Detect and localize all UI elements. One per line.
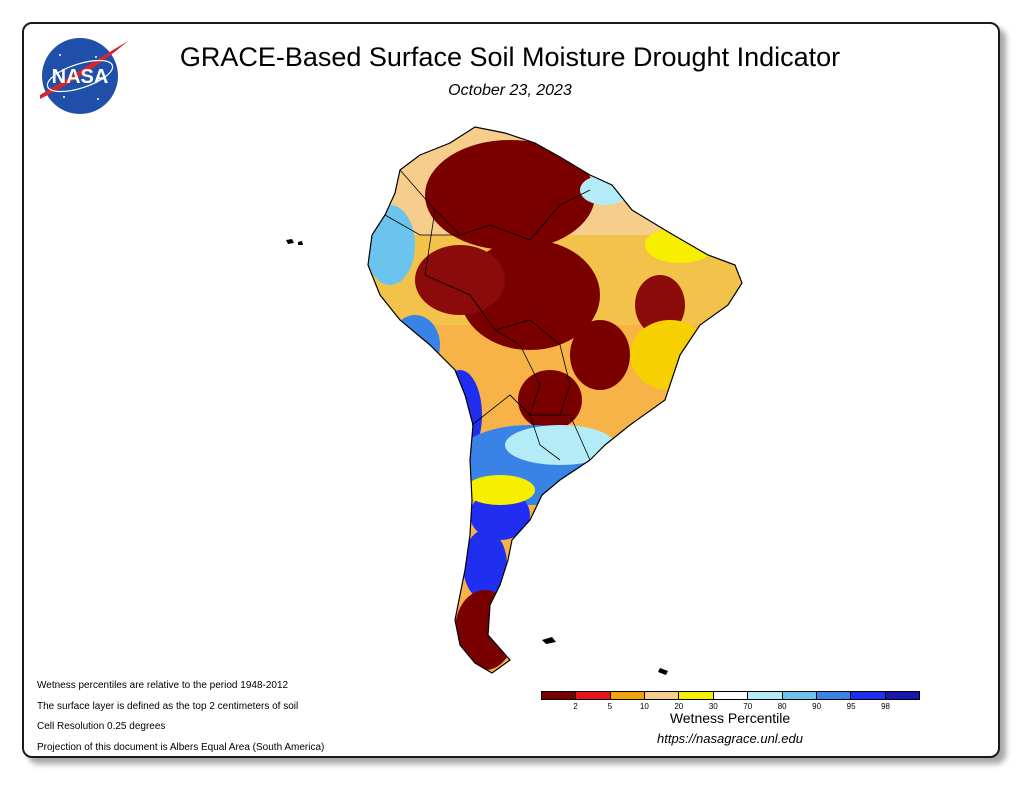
source-url: https://nasagrace.unl.edu — [657, 731, 803, 746]
legend-tick-label: 80 — [777, 702, 787, 711]
legend-swatch — [816, 692, 852, 699]
legend-tick-label: 5 — [607, 702, 613, 711]
legend-swatch — [542, 692, 577, 699]
legend-swatch — [645, 692, 680, 699]
legend-swatch — [851, 692, 886, 699]
map-date: October 23, 2023 — [448, 82, 572, 99]
legend-ticks: 2 5 10 20 30 70 80 90 95 98 — [541, 700, 920, 712]
legend-tick-label: 10 — [639, 702, 649, 711]
legend: 2 5 10 20 30 70 80 90 95 98 — [541, 691, 920, 712]
note-cell-resolution: Cell Resolution 0.25 degrees — [37, 721, 166, 732]
note-baseline-period: Wetness percentiles are relative to the … — [37, 680, 289, 691]
nasa-logo-text: NASA — [52, 66, 109, 88]
legend-swatch — [679, 692, 714, 699]
note-projection: Projection of this document is Albers Eq… — [37, 741, 325, 753]
legend-tick-label: 20 — [674, 702, 684, 711]
legend-swatch — [885, 692, 919, 699]
legend-swatch — [576, 692, 611, 699]
legend-tick-label: 95 — [846, 702, 856, 711]
legend-title: Wetness Percentile — [669, 710, 791, 726]
legend-tick-label: 70 — [743, 702, 753, 711]
page-title: GRACE-Based Surface Soil Moisture Drough… — [179, 42, 841, 72]
legend-tick-label: 2 — [573, 702, 578, 711]
legend-swatch — [713, 692, 749, 699]
note-surface-layer: The surface layer is defined as the top … — [37, 700, 299, 712]
legend-tick-label: 90 — [812, 702, 822, 711]
legend-tick-label: 30 — [708, 702, 718, 711]
legend-color-bar — [541, 691, 920, 700]
notes: Wetness percentiles are relative to the … — [37, 676, 324, 758]
nasa-logo: NASA — [40, 38, 128, 114]
legend-swatch — [748, 692, 783, 699]
south-america-drought-map — [286, 126, 743, 675]
legend-tick-label: 98 — [881, 702, 890, 711]
legend-swatch — [782, 692, 817, 699]
legend-swatch — [610, 692, 646, 699]
